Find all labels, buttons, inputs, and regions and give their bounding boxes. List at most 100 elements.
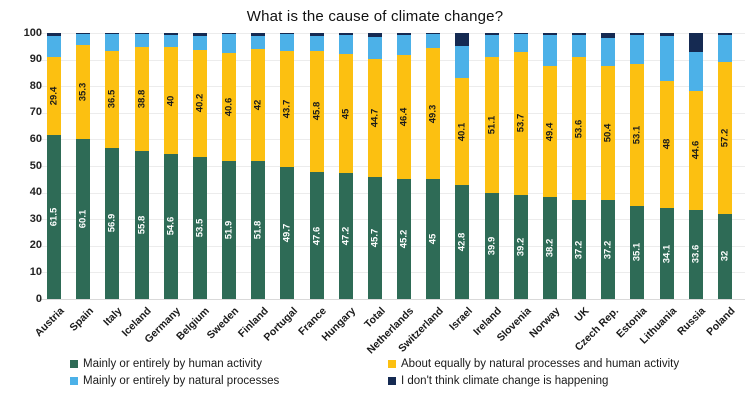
bar-value-label: 45.7 [369,228,381,248]
bar-segment-s1-Estonia [630,64,645,206]
x-tick-label-Austria: Austria [32,305,67,340]
bar-value-label: 45 [427,233,439,245]
bar-segment-s3-Switzerland [426,33,441,35]
bar-segment-s3-Portugal [280,33,295,35]
bar-segment-s0-UK [572,200,587,299]
y-tick-label-40: 40 [29,186,42,199]
bar-value-label: 49.7 [281,223,293,243]
y-tick-label-20: 20 [29,239,42,252]
bar-segment-s1-Belgium [192,49,207,157]
bar-segment-s0-Germany [163,153,178,299]
bar-segment-s3-Italy [105,33,120,35]
bar-value-label: 44.6 [690,141,702,160]
bar-value-label: 56.9 [106,214,118,233]
bar-segment-s1-Italy [105,50,120,148]
bar-segment-s0-Netherlands [397,178,412,299]
bar-segment-s2-Poland [717,35,732,62]
grid-line-70 [38,112,745,114]
bar-segment-s2-Total [367,36,382,59]
bar-segment-s2-France [309,35,324,51]
y-tick-label-90: 90 [29,53,42,66]
x-tick-label-Poland: Poland [704,305,738,339]
bar-segment-s0-Austria [47,135,61,299]
bar-segment-s0-Switzerland [426,179,441,299]
bar-segment-s0-Israel [455,185,470,299]
bar-segment-s0-Italy [105,147,120,299]
bar-value-label: 53.5 [194,218,206,238]
bar-segment-s3-Israel [455,33,470,47]
bar-value-label: 47.2 [340,226,352,246]
bar-value-label: 45.2 [398,229,410,249]
bar-segment-s2-Slovenia [513,34,528,52]
bar-segment-s3-Poland [717,33,732,36]
bar-segment-s1-Sweden [222,52,237,161]
bar-segment-s1-Austria [47,57,61,136]
bar-segment-s3-Austria [47,33,61,37]
bar-value-label: 40 [165,95,177,106]
bar-value-label: 47.6 [311,226,323,245]
legend-label: Mainly or entirely by natural processes [83,375,280,387]
y-tick-label-30: 30 [29,212,42,225]
y-tick-label-100: 100 [23,26,42,39]
bar-segment-s3-Estonia [630,33,645,36]
bar-segment-s0-Slovenia [513,194,528,299]
x-tick-label-Total: Total [361,305,388,331]
grid-line-20 [38,245,745,247]
bar-segment-s0-Estonia [630,205,645,299]
bar-segment-s2-Germany [163,34,178,48]
legend-swatch-green [70,360,78,368]
bar-value-label: 34.1 [661,244,673,263]
bar-segment-s2-Italy [105,34,120,51]
bar-segment-s3-UK [572,33,587,35]
bar-value-label: 50.4 [602,123,614,143]
bar-segment-s3-Finland [251,33,266,36]
bar-segment-s0-Spain [76,139,91,299]
bar-value-label: 33.6 [690,245,702,264]
bar-value-label: 35.1 [631,243,643,262]
bar-segment-s2-Czech Rep. [601,37,616,66]
grid-line-0 [38,299,745,300]
bar-segment-s2-Switzerland [426,34,441,49]
bar-segment-s0-Total [367,177,382,299]
y-tick-label-70: 70 [29,106,42,119]
bar-segment-s1-Israel [455,78,470,186]
legend-item-not-happening: I don't think climate change is happenin… [388,375,730,387]
bar-segment-s2-Hungary [338,35,353,54]
bar-value-label: 38.2 [544,238,556,258]
bar-segment-s3-Norway [542,33,557,35]
bar-segment-s2-Ireland [484,34,499,57]
bar-value-label: 61.5 [48,207,60,227]
bar-segment-s3-Slovenia [513,33,528,35]
bar-segment-s3-Netherlands [397,33,412,35]
bar-segment-s1-Ireland [484,56,499,193]
bar-segment-s1-Lithuania [659,80,674,209]
bar-segment-s2-Austria [47,36,61,58]
bar-segment-s1-Total [367,58,382,178]
bar-value-label: 49.3 [427,104,439,123]
bar-segment-s3-Sweden [222,33,237,35]
chart-legend: Mainly or entirely by human activity Abo… [70,358,730,387]
bar-segment-s1-Hungary [338,53,353,174]
legend-label: About equally by natural processes and h… [401,358,680,370]
bar-value-label: 38.8 [136,89,147,109]
bar-value-label: 60.1 [77,209,89,229]
bar-segment-s3-Hungary [338,33,353,36]
bar-segment-s2-Finland [251,35,266,50]
grid-line-100 [38,33,745,34]
grid-line-40 [38,192,745,194]
legend-item-natural-processes: Mainly or entirely by natural processes [70,375,388,387]
bar-segment-s2-UK [572,34,587,58]
bar-segment-s2-Norway [542,34,557,66]
x-tick-label-Sweden: Sweden [204,305,242,342]
bar-segment-s3-Spain [76,33,91,35]
bar-value-label: 45.8 [311,102,323,121]
bar-value-label: 57.2 [719,128,731,148]
bar-segment-s1-Germany [163,47,178,154]
bar-segment-s1-Czech Rep. [601,65,616,201]
bar-value-label: 53.6 [573,119,585,139]
y-tick-label-0: 0 [35,292,42,305]
bar-segment-s2-Iceland [134,33,149,48]
legend-item-human-activity: Mainly or entirely by human activity [70,358,388,370]
grid-line-10 [38,272,745,274]
